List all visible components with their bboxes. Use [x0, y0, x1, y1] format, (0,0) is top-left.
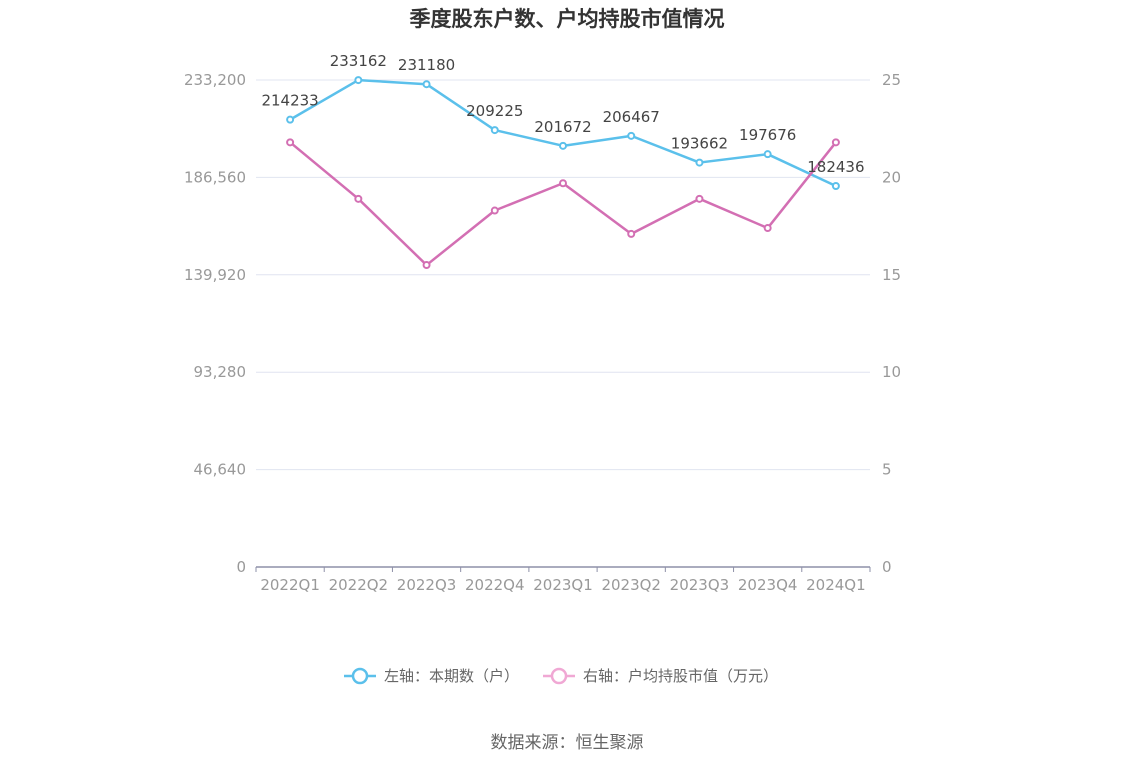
chart-title: 季度股东户数、户均持股市值情况 — [410, 7, 725, 31]
legend[interactable]: 左轴：本期数（户） 右轴：户均持股市值（万元） — [344, 667, 778, 685]
y-right-tick-label: 10 — [882, 363, 901, 381]
data-point — [627, 131, 636, 140]
data-label: 197676 — [739, 126, 796, 144]
y-right-tick-label: 20 — [882, 168, 901, 186]
data-point — [286, 115, 295, 124]
x-tick-label: 2024Q1 — [806, 576, 866, 594]
source-note: 数据来源：恒生聚源 — [491, 733, 644, 753]
x-tick-label: 2023Q4 — [738, 576, 798, 594]
data-point — [763, 150, 772, 159]
data-point — [490, 126, 499, 135]
series-lines — [286, 76, 840, 270]
data-point — [354, 76, 363, 85]
data-point — [422, 261, 431, 270]
legend-label: 左轴：本期数（户） — [384, 667, 519, 685]
x-axis: 2022Q1 2022Q2 2022Q3 2022Q4 2023Q1 2023Q2 2023… — [255, 566, 871, 594]
data-point — [354, 194, 363, 203]
data-label: 231180 — [398, 56, 455, 74]
y-left-tick-label: 233,200 — [184, 71, 246, 89]
x-tick-label: 2022Q1 — [260, 576, 320, 594]
x-tick-label: 2022Q4 — [465, 576, 525, 594]
y-left-tick-label: 93,280 — [194, 363, 247, 381]
y-left-tick-label: 186,560 — [184, 168, 246, 186]
data-label: 209225 — [466, 102, 523, 120]
y-axis-right: 0 5 10 15 20 25 — [882, 71, 901, 576]
y-right-tick-label: 0 — [882, 558, 892, 576]
series-line-2 — [289, 141, 837, 267]
data-point — [490, 206, 499, 215]
data-label: 201672 — [534, 118, 591, 136]
x-tick-label: 2023Q1 — [533, 576, 593, 594]
data-label: 182436 — [807, 158, 864, 176]
y-left-tick-label: 46,640 — [194, 461, 247, 479]
data-point — [286, 138, 295, 147]
data-point — [559, 179, 567, 188]
x-tick-label: 2022Q2 — [329, 576, 389, 594]
legend-item-2[interactable]: 右轴：户均持股市值（万元） — [543, 667, 778, 685]
legend-item-1[interactable]: 左轴：本期数（户） — [344, 667, 519, 685]
y-right-tick-label: 25 — [882, 71, 901, 89]
y-axis-left: 0 46,640 93,280 139,920 186,560 233,200 — [184, 71, 246, 576]
legend-label: 右轴：户均持股市值（万元） — [583, 667, 778, 685]
data-point — [422, 80, 431, 89]
data-point — [763, 224, 772, 233]
data-point — [831, 182, 840, 191]
data-label: 206467 — [603, 108, 660, 126]
data-point — [831, 138, 840, 147]
y-left-tick-label: 139,920 — [184, 266, 246, 284]
data-labels: 214233 233162 231180 209225 201672 206467 1936… — [261, 52, 864, 176]
y-right-tick-label: 5 — [882, 461, 892, 479]
y-left-tick-label: 0 — [236, 558, 246, 576]
data-point — [627, 229, 636, 238]
data-label: 214233 — [261, 92, 318, 110]
data-point — [695, 194, 704, 203]
x-tick-label: 2022Q3 — [397, 576, 457, 594]
legend-marker-icon — [351, 667, 369, 685]
data-point — [695, 158, 704, 167]
data-point — [559, 141, 567, 150]
x-tick-label: 2023Q2 — [601, 576, 661, 594]
legend-marker-icon — [550, 667, 568, 685]
y-right-tick-label: 15 — [882, 266, 901, 284]
x-tick-label: 2023Q3 — [670, 576, 730, 594]
data-label: 193662 — [671, 135, 728, 153]
data-label: 233162 — [330, 52, 387, 70]
